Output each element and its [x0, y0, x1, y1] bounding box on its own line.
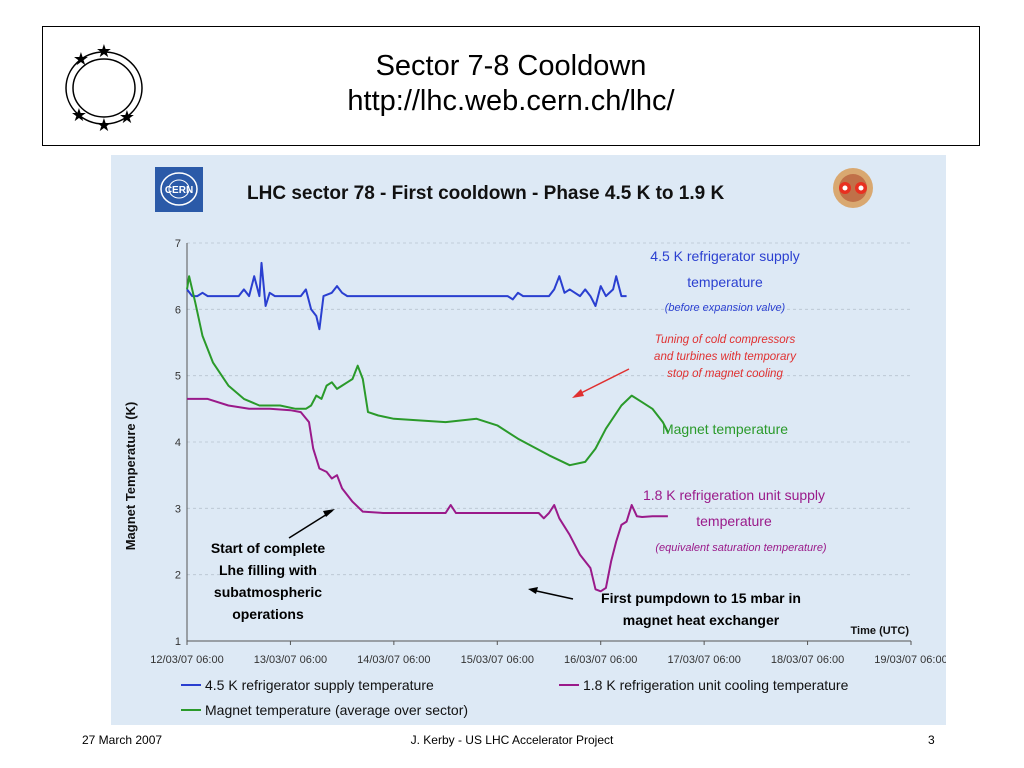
- footer-date: 27 March 2007: [82, 733, 163, 747]
- cern-logo-text: CERN: [165, 185, 193, 196]
- svg-text:★: ★: [119, 107, 135, 128]
- annotation-pumpdown-line1: First pumpdown to 15 mbar in: [601, 590, 801, 606]
- x-tick-label: 19/03/07 06:00: [874, 654, 946, 666]
- annotation-lhe-line2: Lhe filling with: [219, 562, 317, 578]
- legend-label-supply: 4.5 K refrigerator supply temperature: [205, 677, 434, 693]
- y-tick-label: 7: [175, 238, 181, 250]
- annotation-1p8k-line1: 1.8 K refrigeration unit supply: [643, 487, 825, 503]
- annotation-tuning: Tuning of cold compressors and turbines …: [654, 334, 797, 380]
- svg-text:★: ★: [96, 115, 112, 133]
- tuning-arrow: [574, 368, 630, 397]
- y-tick-label: 3: [175, 503, 181, 515]
- title-box: ★ ★ ★ ★ ★ Sector 7-8 Cooldown http://lhc…: [42, 26, 980, 146]
- annotation-lhe-line1: Start of complete: [211, 540, 326, 556]
- x-tick-label: 16/03/07 06:00: [564, 654, 637, 666]
- y-tick-label: 4: [175, 437, 181, 449]
- pumpdown-arrow: [531, 589, 574, 600]
- x-tick-label: 18/03/07 06:00: [771, 654, 844, 666]
- axis-layer: 1 2 3 4 5 6 7 12/03/07 06:00 13/03/07 06:00 14/03…: [150, 238, 946, 666]
- annotation-supply-temp-sub: (before expansion valve): [665, 302, 786, 314]
- pumpdown-arrowhead: [528, 587, 538, 594]
- annotation-lhe-line4: operations: [232, 606, 304, 622]
- chart-panel: CERN LHC sector 78 - First cooldown - Ph…: [111, 155, 946, 725]
- annotation-pumpdown-line2: magnet heat exchanger: [623, 612, 780, 628]
- chart-title: LHC sector 78 - First cooldown - Phase 4…: [247, 183, 724, 204]
- annotation-tuning-line1: Tuning of cold compressors: [655, 334, 796, 346]
- legend-label-magnet: Magnet temperature (average over sector): [205, 702, 468, 718]
- slide-url: http://lhc.web.cern.ch/lhc/: [347, 85, 675, 117]
- series-line-magnet: [186, 275, 669, 467]
- y-axis-label: Magnet Temperature (K): [123, 402, 138, 551]
- lhe-filling-arrowhead: [323, 509, 335, 517]
- y-tick-label: 2: [175, 570, 181, 582]
- series-line-supply: [186, 261, 627, 331]
- tuning-arrowhead: [572, 389, 584, 398]
- annotation-1p8k-sub: (equivalent saturation temperature): [655, 542, 827, 554]
- legend-label-1p8k: 1.8 K refrigeration unit cooling tempera…: [583, 677, 849, 693]
- footer-author: J. Kerby - US LHC Accelerator Project: [410, 733, 614, 747]
- y-tick-label: 1: [175, 636, 181, 648]
- legend: 4.5 K refrigerator supply temperature 1.…: [181, 677, 849, 718]
- x-tick-label: 14/03/07 06:00: [357, 654, 430, 666]
- page-number: 3: [928, 733, 935, 747]
- x-tick-label: 17/03/07 06:00: [667, 654, 740, 666]
- x-tick-label: 15/03/07 06:00: [461, 654, 534, 666]
- temperature-chart: CERN LHC sector 78 - First cooldown - Ph…: [123, 167, 946, 718]
- annotation-magnet-temp: Magnet temperature: [662, 421, 788, 437]
- lhe-filling-arrow: [288, 510, 333, 539]
- annotation-supply-temp-line2: temperature: [687, 274, 763, 290]
- annotation-lhe-line3: subatmospheric: [214, 584, 322, 600]
- annotation-1p8k-line2: temperature: [696, 513, 772, 529]
- lhc-dipole-icon: [833, 168, 873, 208]
- annotation-pumpdown: First pumpdown to 15 mbar in magnet heat…: [601, 590, 801, 628]
- series-line-1p8k: [187, 397, 668, 593]
- cern-logo-icon: CERN: [155, 167, 203, 212]
- svg-text:★: ★: [73, 49, 89, 70]
- x-tick-label: 12/03/07 06:00: [150, 654, 223, 666]
- slide-title: Sector 7-8 Cooldown: [375, 50, 647, 82]
- annotation-tuning-line3: stop of magnet cooling: [667, 368, 783, 380]
- accelerator-logo-icon: ★ ★ ★ ★ ★: [65, 43, 143, 133]
- grid-layer: [187, 242, 911, 642]
- series-layer: [186, 261, 669, 593]
- slide-title-block: Sector 7-8 Cooldown http://lhc.web.cern.…: [43, 49, 979, 119]
- svg-text:★: ★: [96, 43, 112, 62]
- annotation-supply-temp-line1: 4.5 K refrigerator supply: [650, 248, 799, 264]
- x-tick-label: 13/03/07 06:00: [254, 654, 327, 666]
- svg-text:★: ★: [71, 105, 87, 126]
- y-tick-label: 6: [175, 304, 181, 316]
- annotation-1p8k: 1.8 K refrigeration unit supply temperat…: [643, 487, 827, 554]
- annotation-tuning-line2: and turbines with temporary: [654, 351, 797, 363]
- annotation-supply-temp: 4.5 K refrigerator supply temperature (b…: [650, 248, 799, 314]
- x-axis-label: Time (UTC): [851, 625, 910, 637]
- annotation-lhe-filling: Start of complete Lhe filling with subat…: [211, 540, 326, 622]
- y-tick-label: 5: [175, 371, 181, 383]
